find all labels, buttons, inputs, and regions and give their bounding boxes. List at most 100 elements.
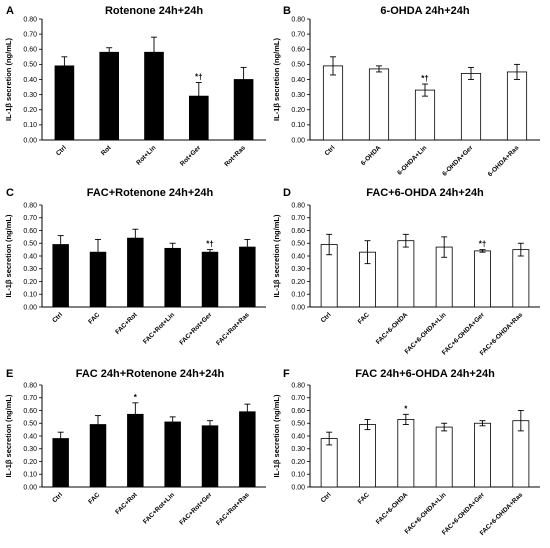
- y-tick-label: 0.40: [291, 77, 305, 84]
- y-tick-label: 0.20: [23, 107, 37, 114]
- x-tick-label: Ctrl: [320, 491, 333, 504]
- chart-title: FAC+6-OHDA 24h+24h: [366, 187, 484, 199]
- x-tick-label: FAC+6-OHDA+Ras: [479, 491, 525, 537]
- bar: [144, 51, 164, 141]
- y-axis-label: IL-1β secretion (ng/mL): [272, 394, 281, 477]
- x-tick-label: FAC+Rot+Lin: [142, 311, 176, 345]
- y-tick-label: 0.30: [23, 266, 37, 273]
- y-tick-label: 0.80: [23, 16, 37, 23]
- y-tick-label: 0.00: [291, 137, 305, 144]
- chart-panel-b: B 6-OHDA 24h+24h 0.00 0.10 0.20 0.30 0.40 0.50 0…: [272, 5, 540, 178]
- panel-letter: D: [283, 187, 291, 199]
- bar: [397, 419, 415, 488]
- y-tick-label: 0.00: [291, 484, 305, 491]
- panel-letter: E: [6, 368, 13, 380]
- y-tick-label: 0.60: [291, 408, 305, 415]
- x-tick-label: FAC: [357, 311, 371, 325]
- y-tick-label: 0.70: [23, 215, 37, 222]
- x-tick-label: FAC+Rot+Ger: [178, 311, 213, 346]
- x-tick-label: Rot: [100, 144, 113, 157]
- x-tick-label: FAC: [87, 491, 101, 505]
- y-tick-label: 0.30: [291, 446, 305, 453]
- y-tick-label: 0.40: [291, 253, 305, 260]
- x-tick-label: Ctrl: [51, 491, 64, 504]
- chart-panel-d: D FAC+6-OHDA 24h+24h 0.00 0.10 0.20 0.30 0.40 0…: [272, 187, 540, 357]
- y-tick-label: 0.00: [23, 484, 37, 491]
- y-axis-label: IL-1β secretion (ng/mL): [4, 394, 13, 477]
- panel-letter: C: [6, 187, 14, 199]
- y-tick-label: 0.20: [291, 279, 305, 286]
- y-tick-label: 0.20: [291, 459, 305, 466]
- panel-letter: B: [283, 5, 291, 17]
- y-tick-label: 0.50: [291, 241, 305, 248]
- x-tick-label: FAC+Rot+Ger: [178, 491, 213, 526]
- bar: [233, 79, 254, 141]
- x-tick-label: Ctrl: [51, 311, 64, 324]
- chart-panel-a: A Rotenone 24h+24h 0.00 0.10 0.20 0.30 0.40 0.5…: [4, 5, 266, 168]
- chart-title: FAC 24h+6-OHDA 24h+24h: [355, 368, 495, 380]
- bar: [99, 51, 120, 141]
- bar: [397, 240, 415, 308]
- y-tick-label: 0.80: [23, 382, 37, 389]
- x-tick-label: 6-OHDA+Ger: [441, 144, 475, 178]
- y-tick-label: 0.70: [291, 31, 305, 38]
- y-tick-label: 0.80: [291, 382, 305, 389]
- x-tick-label: 6-OHDA+Ras: [487, 144, 521, 178]
- chart-panel-f: F FAC 24h+6-OHDA 24h+24h 0.00 0.10 0.20 0.30 0…: [272, 368, 540, 537]
- y-tick-label: 0.10: [23, 472, 37, 479]
- y-tick-label: 0.50: [23, 241, 37, 248]
- significance-mark: *†: [421, 74, 429, 83]
- bar: [322, 65, 344, 141]
- bar: [201, 425, 219, 488]
- chart-title: 6-OHDA 24h+24h: [380, 5, 469, 17]
- bar: [368, 68, 390, 141]
- bar: [414, 89, 436, 141]
- chart-title: FAC+Rotenone 24h+24h: [87, 187, 214, 199]
- bar: [239, 246, 256, 308]
- x-tick-label: Rot+Ger: [179, 144, 203, 168]
- bar: [89, 251, 107, 308]
- y-tick-label: 0.40: [23, 77, 37, 84]
- bar: [320, 438, 338, 488]
- bar: [188, 95, 209, 141]
- y-tick-label: 0.70: [291, 395, 305, 402]
- y-tick-label: 0.70: [23, 31, 37, 38]
- y-tick-label: 0.60: [23, 47, 37, 54]
- y-tick-label: 0.70: [23, 395, 37, 402]
- panel-letter: A: [6, 5, 14, 17]
- x-tick-label: FAC+6-OHDA+Lin: [404, 491, 448, 535]
- x-tick-label: FAC+Rot+Ras: [215, 311, 251, 347]
- bar: [54, 65, 75, 141]
- y-tick-label: 0.30: [291, 266, 305, 273]
- x-tick-label: FAC+Rot: [114, 491, 139, 516]
- y-tick-label: 0.00: [23, 304, 37, 311]
- x-tick-label: FAC+6-OHDA+Ger: [441, 311, 486, 356]
- bar: [359, 424, 376, 488]
- y-tick-label: 0.30: [23, 446, 37, 453]
- y-tick-label: 0.80: [291, 202, 305, 209]
- y-tick-label: 0.10: [291, 122, 305, 129]
- x-tick-label: FAC+6-OHDA: [375, 311, 410, 346]
- bar: [512, 249, 530, 308]
- y-axis-label: IL-1β secretion (ng/mL): [272, 214, 281, 297]
- x-tick-label: FAC+6-OHDA+Lin: [404, 311, 448, 355]
- bar: [52, 244, 69, 308]
- y-axis-label: IL-1β secretion (ng/mL): [272, 38, 281, 121]
- x-tick-label: FAC+6-OHDA+Ras: [479, 311, 525, 357]
- y-tick-label: 0.40: [291, 433, 305, 440]
- y-tick-label: 0.50: [291, 421, 305, 428]
- y-tick-label: 0.30: [291, 92, 305, 99]
- bar: [506, 71, 528, 141]
- bar: [89, 424, 107, 488]
- bar: [460, 73, 482, 141]
- x-tick-label: Ctrl: [55, 144, 68, 157]
- chart-panel-c: C FAC+Rotenone 24h+24h 0.00 0.10 0.20 0.30 0.4…: [4, 187, 266, 347]
- bar: [164, 247, 181, 308]
- y-tick-label: 0.50: [291, 62, 305, 69]
- y-tick-label: 0.40: [23, 433, 37, 440]
- y-tick-label: 0.60: [23, 408, 37, 415]
- y-tick-label: 0.60: [291, 228, 305, 235]
- x-tick-label: FAC+Rot+Ras: [215, 491, 251, 527]
- bar: [239, 411, 256, 488]
